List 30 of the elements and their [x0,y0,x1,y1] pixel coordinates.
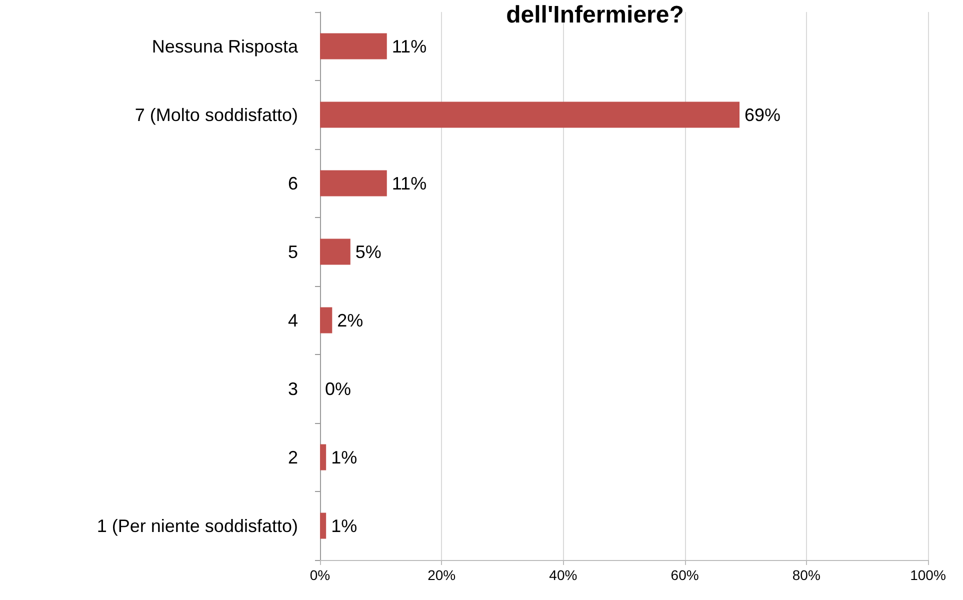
chart-title: dell'Infermiere? [506,2,684,28]
data-label: 1% [331,516,358,536]
bar [320,33,387,60]
x-tick-label: 100% [910,567,946,583]
bar [320,238,350,265]
bar [320,512,326,539]
x-tick-label: 40% [549,567,578,583]
y-tick-label: 2 [288,447,298,468]
x-tick-label: 20% [428,567,456,583]
y-tick-label: 4 [288,310,298,330]
y-tick-label: 6 [288,173,298,194]
data-label: 0% [325,378,352,399]
data-label: 69% [744,104,781,125]
y-tick-label: 3 [288,378,298,399]
y-tick-label: 1 (Per niente soddisfatto) [96,516,298,536]
y-tick-label: 5 [288,242,298,262]
x-tick-label: 60% [670,567,699,583]
x-tick-label: 0% [310,567,330,583]
data-label: 2% [337,310,364,330]
data-label: 11% [392,173,427,194]
x-tick-label: 80% [792,567,820,583]
y-tick-label: 7 (Molto soddisfatto) [134,104,298,125]
y-tick-label: Nessuna Risposta [152,36,299,56]
data-label: 5% [355,242,382,262]
data-label: 11% [392,36,427,56]
bar [320,307,332,334]
bar [320,102,740,128]
bar [320,170,387,196]
bar [320,444,326,470]
data-label: 1% [331,447,358,468]
